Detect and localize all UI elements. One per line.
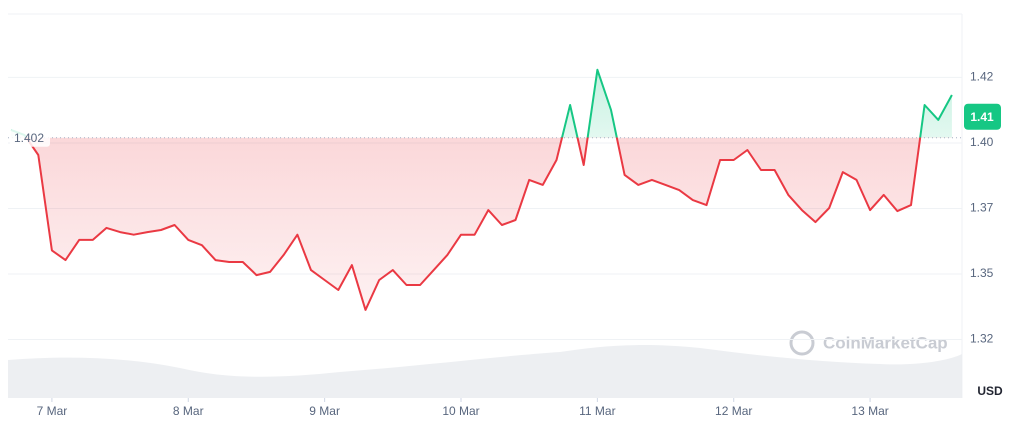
x-tick-label: 11 Mar — [579, 404, 615, 418]
price-area — [11, 69, 952, 310]
currency-label: USD — [977, 384, 1003, 398]
baseline-label: 1.402 — [14, 131, 44, 145]
x-tick-label: 12 Mar — [715, 404, 752, 418]
y-tick-label: 1.35 — [970, 266, 994, 280]
last-price-label: 1.41 — [970, 110, 994, 124]
volume-area — [8, 345, 962, 398]
y-tick-label: 1.32 — [970, 332, 994, 346]
last-price-box — [964, 103, 1001, 130]
y-tick-label: 1.40 — [970, 135, 994, 149]
x-tick-label: 8 Mar — [173, 404, 204, 418]
x-tick-label: 9 Mar — [309, 404, 340, 418]
y-tick-label: 1.37 — [970, 201, 994, 215]
x-tick-label: 13 Mar — [851, 404, 888, 418]
price-line — [10, 68, 953, 311]
x-tick-label: 10 Mar — [442, 404, 479, 418]
baseline-label-box — [10, 128, 50, 147]
watermark-logo — [789, 330, 815, 356]
y-tick-label: 1.42 — [970, 70, 994, 84]
watermark: CoinMarketCap — [789, 330, 948, 356]
x-tick-label: 7 Mar — [37, 404, 68, 418]
watermark-text: CoinMarketCap — [823, 333, 948, 352]
